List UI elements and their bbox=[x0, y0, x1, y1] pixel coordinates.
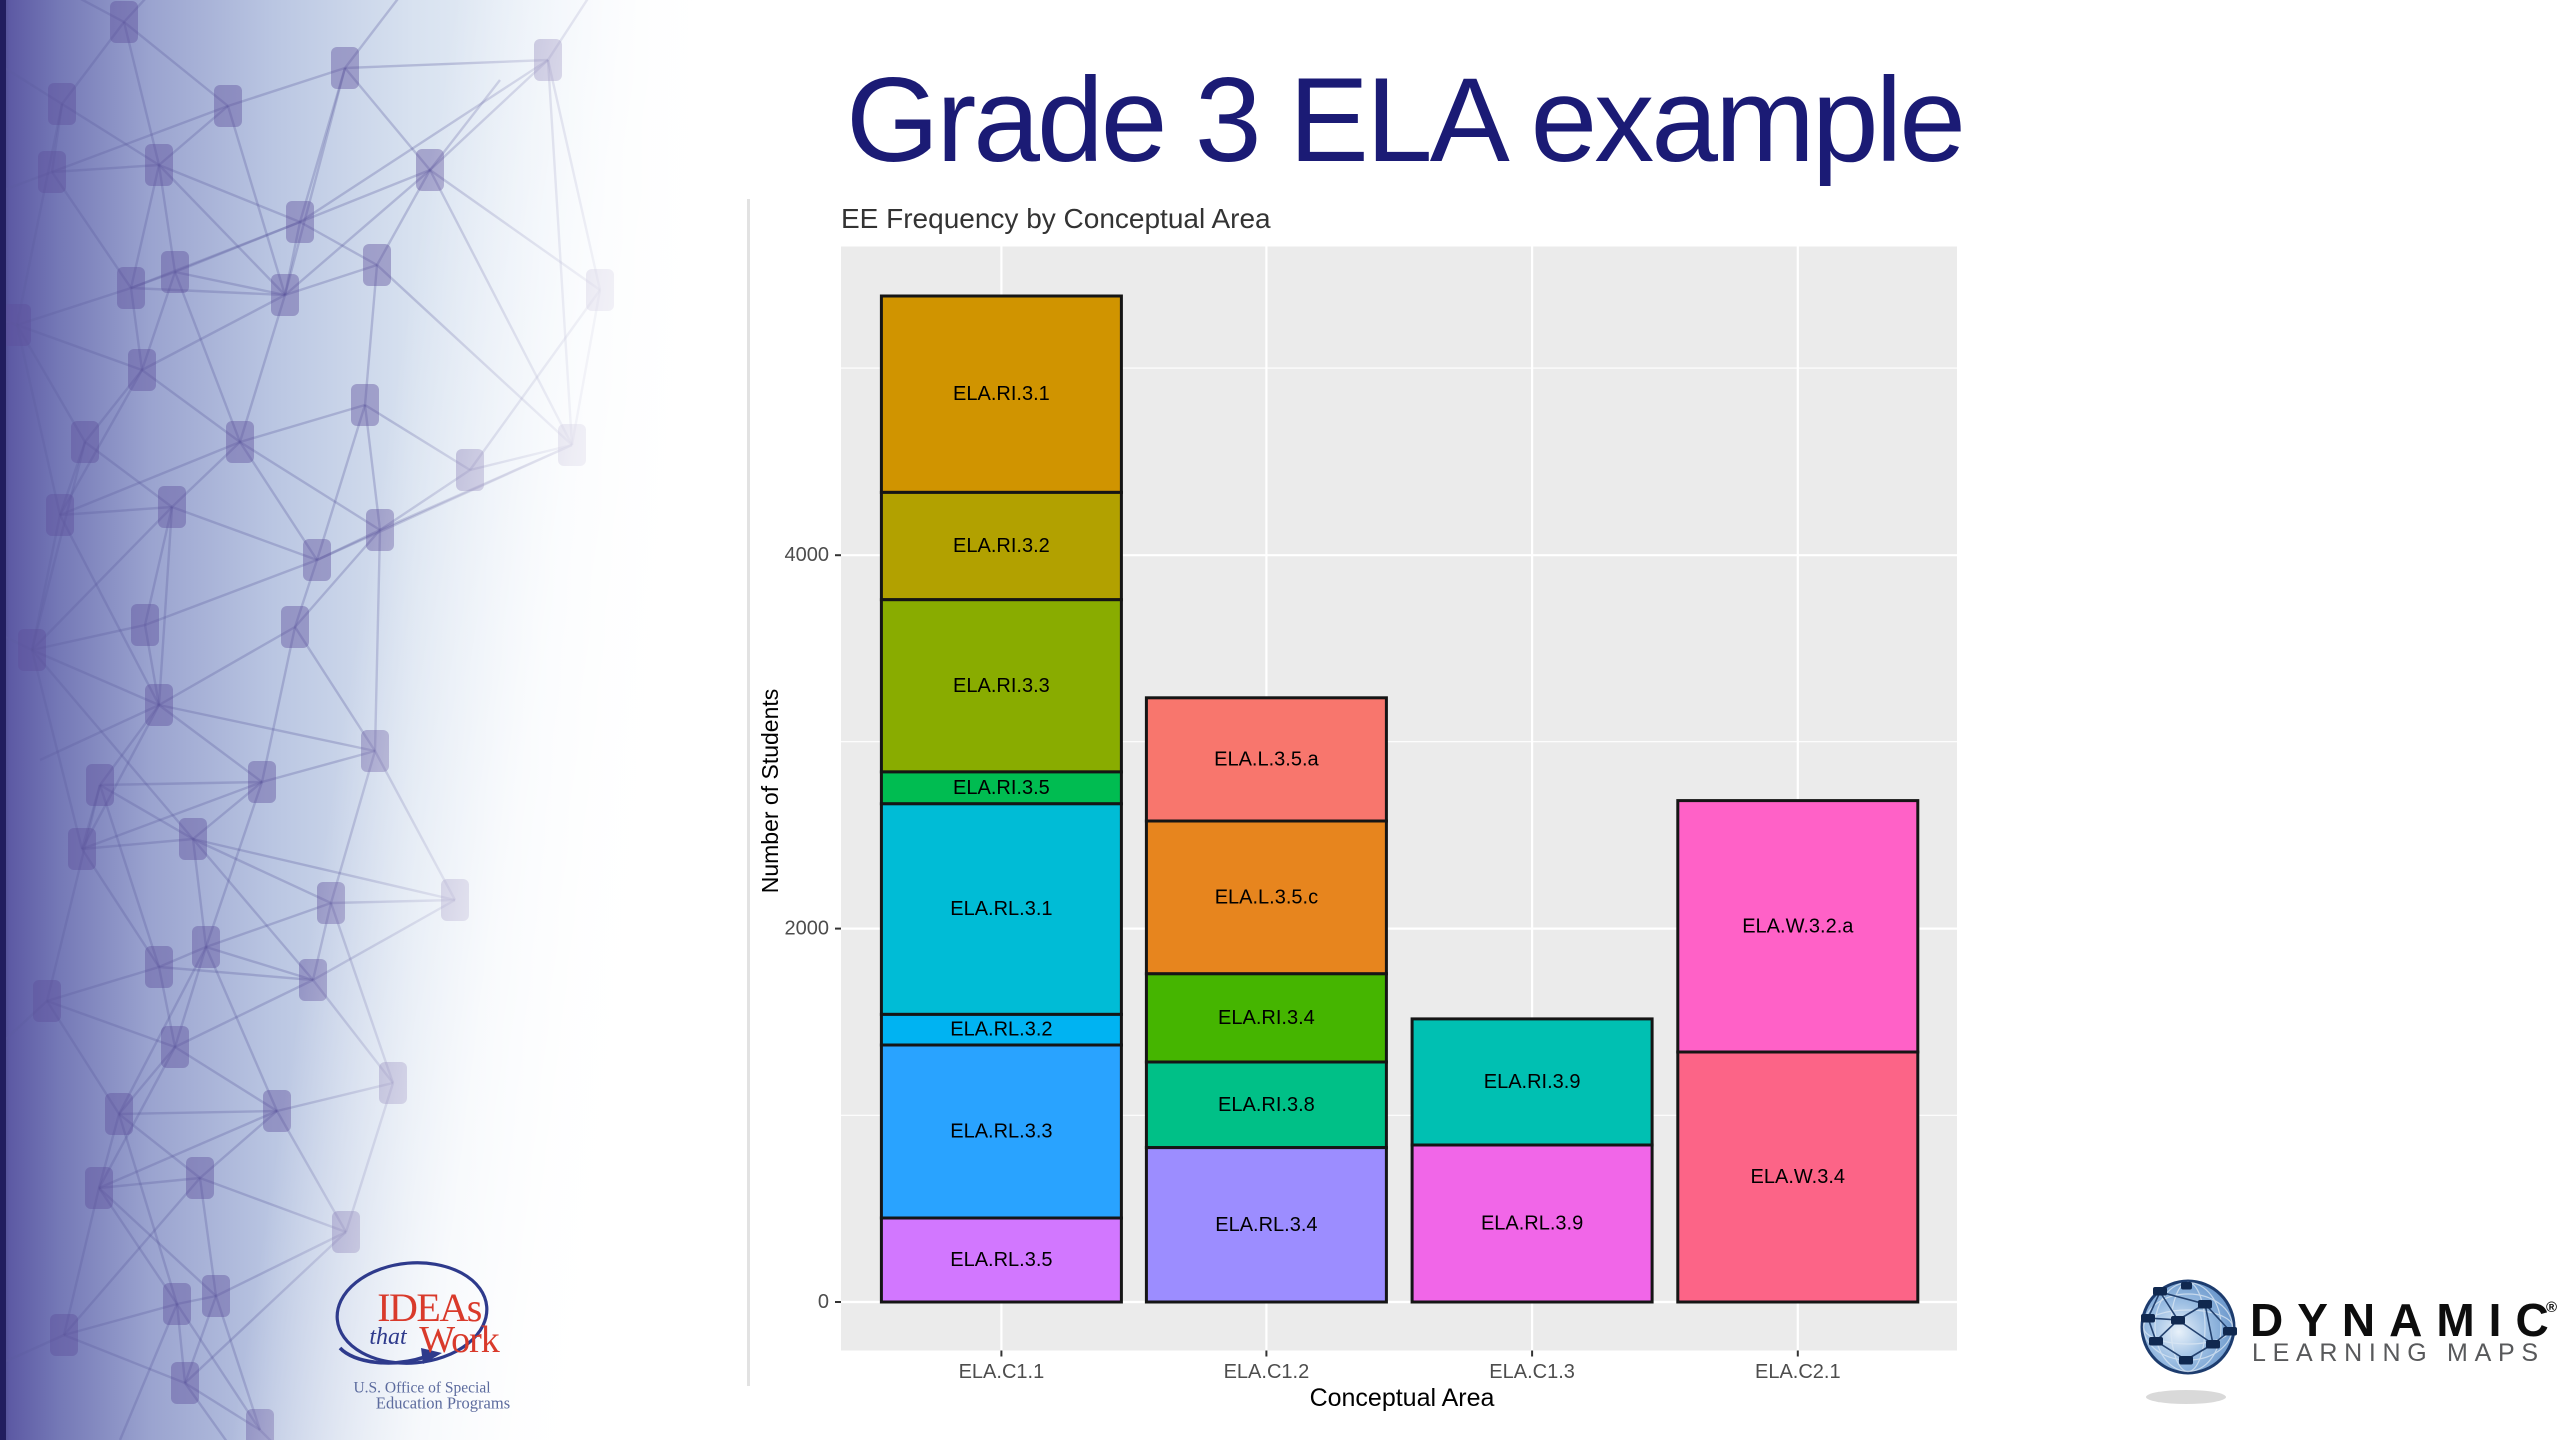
svg-text:Number of Students: Number of Students bbox=[757, 689, 783, 894]
svg-text:LEARNING MAPS: LEARNING MAPS bbox=[2252, 1339, 2545, 1367]
svg-text:ELA.C2.1: ELA.C2.1 bbox=[1755, 1361, 1841, 1383]
svg-text:ELA.RL.3.4: ELA.RL.3.4 bbox=[1215, 1214, 1317, 1236]
svg-text:EE Frequency by Conceptual Are: EE Frequency by Conceptual Area bbox=[841, 203, 1271, 234]
svg-text:ELA.C1.3: ELA.C1.3 bbox=[1489, 1361, 1575, 1383]
svg-text:ELA.RI.3.3: ELA.RI.3.3 bbox=[953, 675, 1050, 697]
svg-text:0: 0 bbox=[818, 1291, 829, 1313]
svg-text:ELA.RL.3.3: ELA.RL.3.3 bbox=[950, 1121, 1052, 1143]
svg-text:ELA.L.3.5.a: ELA.L.3.5.a bbox=[1214, 748, 1319, 770]
svg-text:®: ® bbox=[2546, 1299, 2557, 1316]
svg-text:ELA.RI.3.4: ELA.RI.3.4 bbox=[1218, 1007, 1315, 1029]
svg-text:ELA.RI.3.9: ELA.RI.3.9 bbox=[1484, 1071, 1581, 1093]
svg-text:ELA.RL.3.2: ELA.RL.3.2 bbox=[950, 1019, 1052, 1041]
svg-text:Education Programs: Education Programs bbox=[376, 1394, 510, 1413]
svg-text:ELA.RL.3.9: ELA.RL.3.9 bbox=[1481, 1213, 1583, 1235]
svg-text:DYNAMIC: DYNAMIC bbox=[2250, 1294, 2560, 1346]
svg-text:ELA.RI.3.1: ELA.RI.3.1 bbox=[953, 383, 1050, 405]
svg-text:ELA.W.3.4: ELA.W.3.4 bbox=[1751, 1166, 1846, 1188]
svg-text:2000: 2000 bbox=[785, 918, 830, 940]
svg-text:Conceptual Area: Conceptual Area bbox=[1310, 1384, 1495, 1412]
svg-text:ELA.RI.3.8: ELA.RI.3.8 bbox=[1218, 1094, 1315, 1116]
svg-text:ELA.L.3.5.c: ELA.L.3.5.c bbox=[1215, 886, 1318, 908]
svg-text:ELA.C1.1: ELA.C1.1 bbox=[959, 1361, 1045, 1383]
svg-text:IDEAs: IDEAs bbox=[377, 1285, 482, 1330]
svg-text:that: that bbox=[369, 1324, 408, 1350]
svg-text:4000: 4000 bbox=[785, 544, 830, 566]
svg-text:ELA.W.3.2.a: ELA.W.3.2.a bbox=[1742, 915, 1854, 937]
svg-text:ELA.RI.3.2: ELA.RI.3.2 bbox=[953, 535, 1050, 557]
svg-text:ELA.RI.3.5: ELA.RI.3.5 bbox=[953, 777, 1050, 799]
svg-text:Work: Work bbox=[419, 1319, 499, 1361]
svg-text:U.S. Office of Special: U.S. Office of Special bbox=[353, 1380, 490, 1397]
svg-text:ELA.C1.2: ELA.C1.2 bbox=[1224, 1361, 1310, 1383]
svg-text:ELA.RL.3.5: ELA.RL.3.5 bbox=[950, 1249, 1052, 1271]
svg-text:ELA.RL.3.1: ELA.RL.3.1 bbox=[950, 898, 1052, 920]
